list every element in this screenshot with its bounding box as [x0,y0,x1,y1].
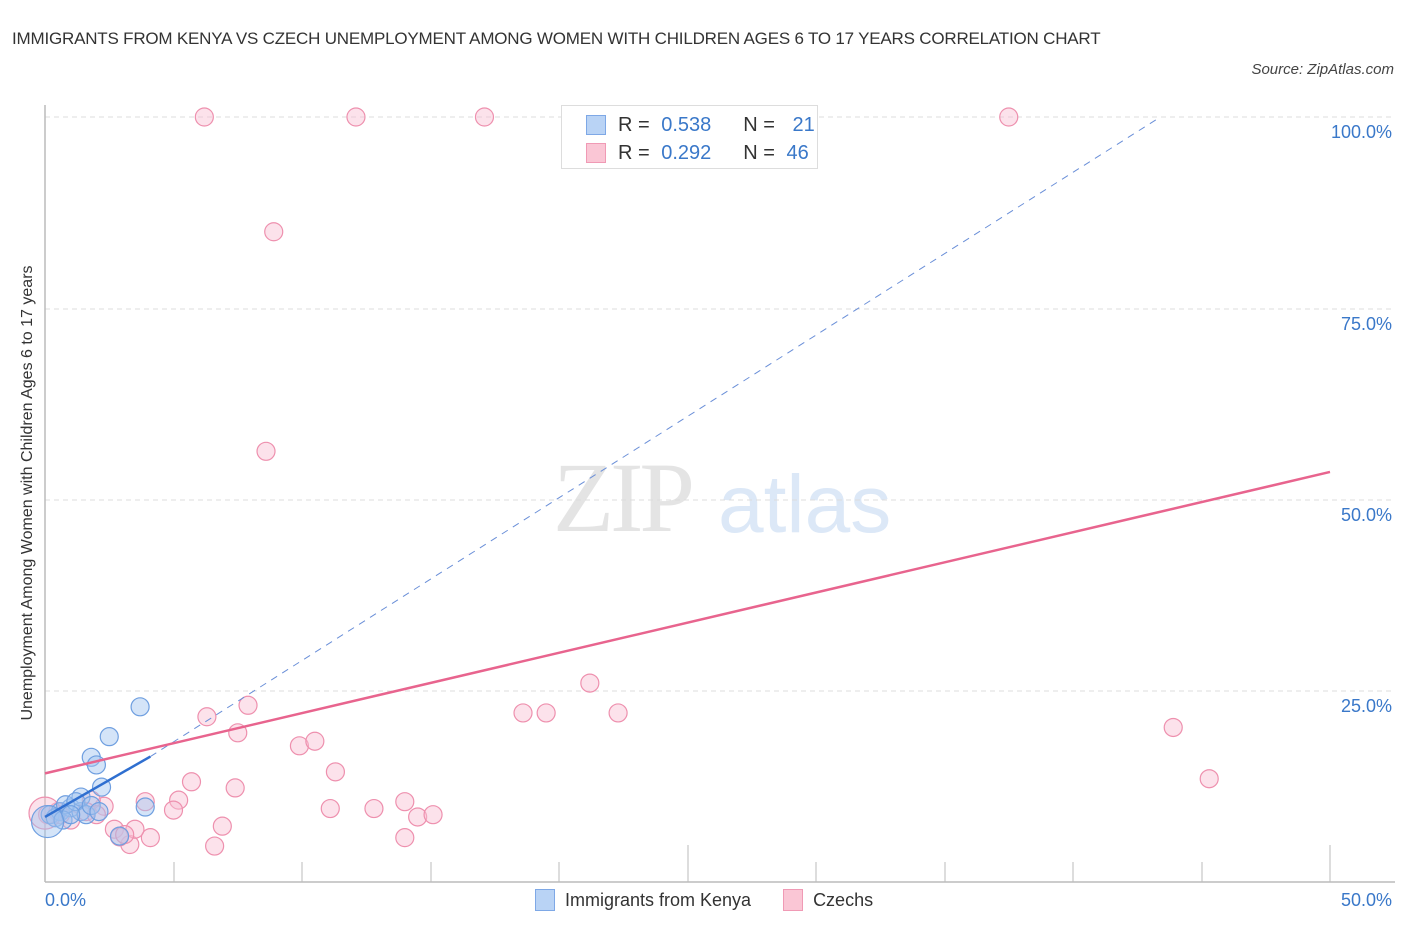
data-point [1199,769,1219,789]
data-point [140,828,160,848]
data-point [89,802,109,822]
data-point [135,797,155,817]
n-value: 46 [786,141,809,164]
kenya-legend-icon [535,889,555,911]
r-value: 0.292 [661,141,712,164]
czechs-trend-line [44,470,1331,775]
r-label: R = [618,113,656,136]
x-tick-marks [173,845,1331,882]
data-point [135,792,155,812]
data-point [205,836,225,856]
data-point [30,804,65,839]
data-point [81,795,101,816]
legend-row-kenya: R = 0.538 N = 21 [586,113,815,137]
data-point [194,107,214,127]
legend-row-czechs: R = 0.292 N = 46 [586,141,809,165]
r-label: R = [618,141,656,164]
data-point [364,798,384,819]
y-axis-label: Unemployment Among Women with Children A… [19,265,36,721]
data-point [1163,717,1183,738]
n-value: 21 [792,113,815,136]
y-tick-25: 25.0% [1340,696,1392,716]
data-point [256,441,276,461]
czechs-legend-icon [783,889,804,911]
y-tick-100: 100.0% [1330,122,1392,142]
data-point [264,222,284,242]
data-point [130,697,150,717]
legend-kenya-label: Immigrants from Kenya [565,889,752,910]
x-tick-50: 50.0% [1340,890,1392,910]
gridlines [45,116,1395,692]
kenya-trend-extended [150,116,1161,757]
data-point [408,807,428,827]
data-point [423,805,443,825]
data-point [305,731,325,751]
series-legend: Immigrants from Kenya Czechs [535,889,873,911]
data-point [608,703,628,723]
czechs-points [28,107,1219,856]
data-point [61,805,81,825]
data-point [225,778,245,798]
source-label: Source: ZipAtlas.com [1251,61,1394,78]
y-tick-75: 75.0% [1340,314,1392,334]
data-point [212,816,232,836]
data-point [395,828,415,848]
x-tick-0: 0.0% [45,890,87,910]
data-point [474,107,495,127]
data-point [325,762,346,782]
data-point [999,107,1019,127]
kenya-swatch-icon [586,115,606,135]
y-tick-50: 50.0% [1340,505,1392,525]
data-point [580,673,600,693]
data-point [536,703,556,723]
watermark-atlas: atlas [718,459,892,550]
data-point [289,736,310,756]
czechs-swatch-icon [586,143,606,163]
data-point [395,792,415,812]
data-point [99,727,119,747]
kenya-trend-line [44,755,151,819]
data-point [346,107,366,127]
chart-title: IMMIGRANTS FROM KENYA VS CZECH UNEMPLOYM… [12,29,1101,48]
data-point [197,707,217,727]
data-point [109,826,130,846]
data-point [238,695,258,715]
data-point [169,790,189,810]
data-point [181,772,202,792]
data-point [163,800,184,820]
data-point [320,798,340,819]
data-point [513,703,533,723]
data-point [86,805,107,825]
correlation-legend: R = 0.538 N = 21 R = 0.292 N = 46 [561,105,818,169]
n-label: N = [743,113,781,136]
n-label: N = [743,141,781,164]
legend-czechs-label: Czechs [813,889,874,910]
watermark-zip: ZIP [553,442,695,553]
r-value: 0.538 [661,113,712,136]
